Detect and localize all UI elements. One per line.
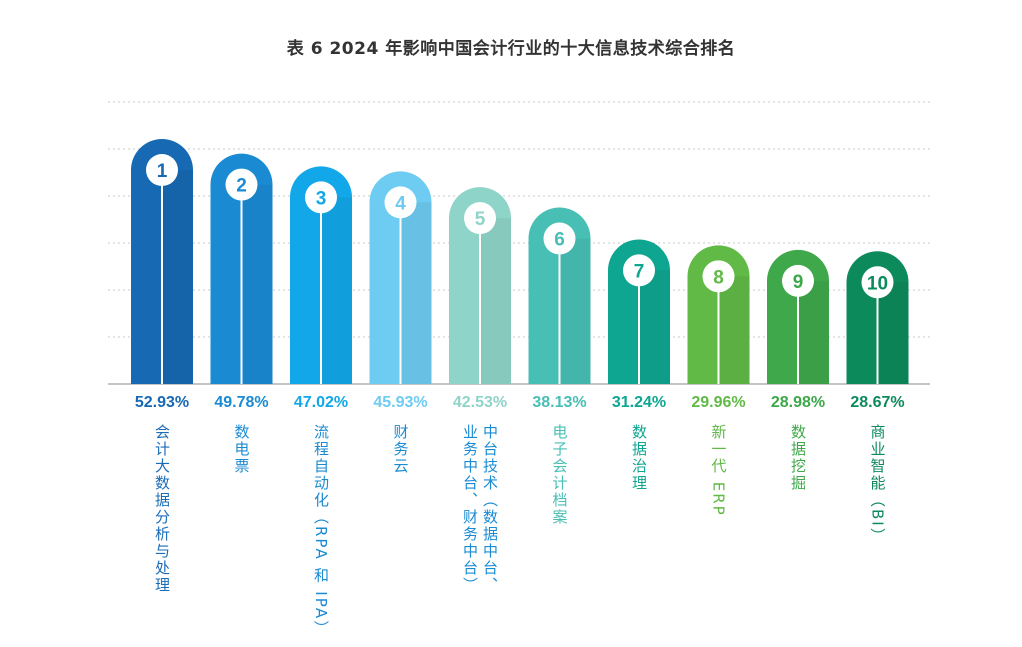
bar-shade <box>162 170 193 384</box>
category-label: 数据治理 <box>630 424 648 492</box>
bar-shade <box>877 282 909 384</box>
rank-circle <box>702 260 735 293</box>
bar-shade <box>241 184 273 384</box>
category-label: 电子会计档案 <box>550 424 569 526</box>
rank-number: 1 <box>157 161 168 182</box>
rank-number: 2 <box>236 176 247 197</box>
category-label: 会计大数据分析与处理 <box>153 424 171 594</box>
rank-number: 8 <box>713 267 724 288</box>
value-label: 52.93% <box>134 394 190 411</box>
bar-shade <box>480 218 511 384</box>
bar-shade <box>798 280 829 384</box>
bar-shade <box>559 238 591 384</box>
value-label: 42.53% <box>452 394 508 411</box>
rank-circle <box>543 222 576 255</box>
bar-shade <box>718 276 750 384</box>
bar-shade <box>639 270 670 384</box>
value-label: 47.02% <box>293 394 349 411</box>
bar-shade <box>400 202 432 384</box>
rank-number: 4 <box>395 193 406 214</box>
category-label: 流程自动化（RPA 和 IPA） <box>312 424 330 638</box>
bar-shade <box>321 197 352 384</box>
category-label: 数据挖掘 <box>789 424 807 492</box>
rank-number: 10 <box>867 273 888 294</box>
chart-title: 表 6 2024 年影响中国会计行业的十大信息技术综合排名 <box>286 39 736 59</box>
value-label: 28.67% <box>850 394 905 411</box>
rank-circle <box>305 181 337 214</box>
rank-number: 3 <box>316 188 327 209</box>
category-label: 商业智能（BI） <box>868 424 887 545</box>
value-label: 38.13% <box>532 394 587 411</box>
rank-circle <box>861 266 894 299</box>
value-label: 49.78% <box>214 394 269 411</box>
value-label: 29.96% <box>691 394 746 411</box>
value-label: 45.93% <box>373 394 428 411</box>
rank-circle <box>623 254 655 287</box>
value-label: 31.24% <box>611 394 667 411</box>
category-label: 财务云 <box>391 424 410 475</box>
rank-number: 5 <box>475 209 486 230</box>
category-label: 新一代 ERP <box>709 424 728 517</box>
rank-number: 6 <box>554 230 565 251</box>
rank-number: 7 <box>634 261 645 282</box>
rank-circle <box>225 168 258 201</box>
rank-circle <box>384 186 417 219</box>
category-label: 数电票 <box>232 424 251 475</box>
rank-circle <box>464 202 496 235</box>
category-label: 中台技术（数据中台、业务中台、财务中台） <box>461 424 499 594</box>
rank-circle <box>146 154 178 186</box>
value-label: 28.98% <box>770 394 826 411</box>
rank-circle <box>782 264 814 297</box>
rank-number: 9 <box>793 272 804 293</box>
